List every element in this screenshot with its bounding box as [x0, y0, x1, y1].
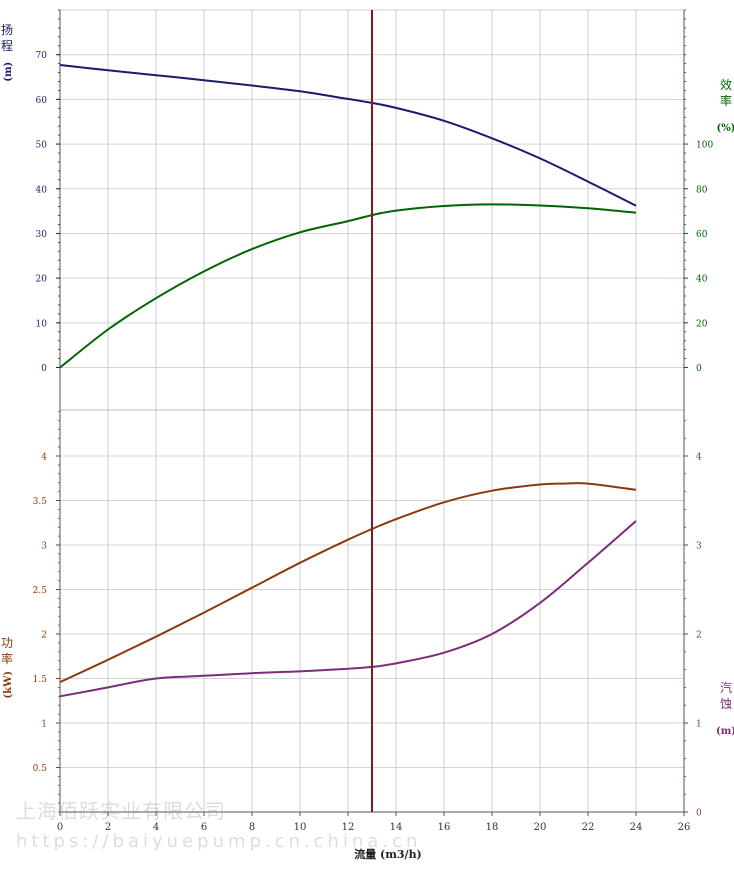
watermark-url: https://baiyuepump.cn.china.cn — [16, 831, 422, 852]
efficiency-curve — [59, 203, 637, 369]
power-axis-label: 功率 — [1, 636, 13, 666]
efficiency-tick-label: 20 — [696, 319, 708, 329]
x-tick-label: 26 — [678, 822, 691, 833]
x-tick-label: 10 — [294, 822, 307, 833]
head-curve — [59, 64, 637, 207]
x-tick-label: 16 — [438, 822, 451, 833]
efficiency-axis-unit: (%) — [717, 123, 734, 134]
efficiency-tick-label: 60 — [696, 230, 708, 240]
head-tick-label: 10 — [36, 319, 48, 329]
power-tick-label: 1 — [41, 720, 47, 730]
x-tick-label: 4 — [153, 822, 159, 833]
head-tick-label: 40 — [36, 185, 48, 195]
axis-labels: 流量 (m3/h) 扬程 (m) 效率 (%) 功率 (kW) 汽蚀 (m) — [1, 22, 734, 861]
npsh-tick-label: 3 — [696, 542, 702, 552]
power-tick-label: 2.5 — [33, 586, 48, 596]
x-tick-label: 12 — [342, 822, 355, 833]
npsh-curve — [59, 520, 637, 698]
power-tick-label: 0.5 — [33, 764, 48, 774]
power-tick-label: 3 — [41, 542, 47, 552]
head-tick-label: 20 — [36, 275, 48, 285]
x-tick-label: 22 — [582, 822, 595, 833]
efficiency-tick-label: 40 — [696, 275, 708, 285]
efficiency-tick-label: 80 — [696, 185, 708, 195]
npsh-tick-label: 2 — [696, 631, 702, 641]
x-axis-label: 流量 (m3/h) — [354, 847, 422, 861]
head-tick-label: 30 — [36, 230, 48, 240]
x-tick-label: 6 — [201, 822, 207, 833]
efficiency-tick-label: 100 — [696, 141, 713, 151]
head-tick-label: 0 — [41, 364, 47, 374]
npsh-tick-label: 0 — [696, 809, 702, 819]
x-tick-label: 14 — [390, 822, 403, 833]
efficiency-axis-label: 效率 — [720, 77, 732, 108]
head-tick-label: 60 — [36, 96, 48, 106]
power-tick-label: 3.5 — [33, 497, 48, 507]
efficiency-tick-label: 0 — [696, 364, 702, 374]
power-tick-label: 1.5 — [33, 675, 48, 685]
x-tick-label: 20 — [534, 822, 547, 833]
npsh-axis-unit: (m) — [716, 726, 734, 737]
head-tick-label: 50 — [36, 141, 48, 151]
head-tick-label: 70 — [36, 51, 48, 61]
npsh-tick-label: 1 — [696, 720, 702, 730]
power-axis-unit: (kW) — [3, 671, 14, 699]
series-curves — [59, 64, 637, 698]
head-axis-label: 扬程 — [1, 22, 13, 53]
x-tick-label: 2 — [105, 822, 111, 833]
power-tick-label: 2 — [41, 631, 47, 641]
npsh-axis-label: 汽蚀 — [720, 680, 732, 711]
axes: 0 2 4 6 8 10 12 14 16 18 20 22 24 2601020304050607002… — [33, 9, 713, 833]
power-tick-label: 4 — [41, 453, 47, 463]
x-tick-label: 0 — [57, 822, 63, 833]
x-tick-label: 18 — [486, 822, 499, 833]
watermark-company: 上海佰跃实业有限公司 — [16, 799, 226, 823]
x-tick-label: 8 — [249, 822, 255, 833]
npsh-tick-label: 4 — [696, 453, 702, 463]
head-axis-unit: (m) — [3, 62, 14, 82]
x-tick-label: 24 — [630, 822, 643, 833]
